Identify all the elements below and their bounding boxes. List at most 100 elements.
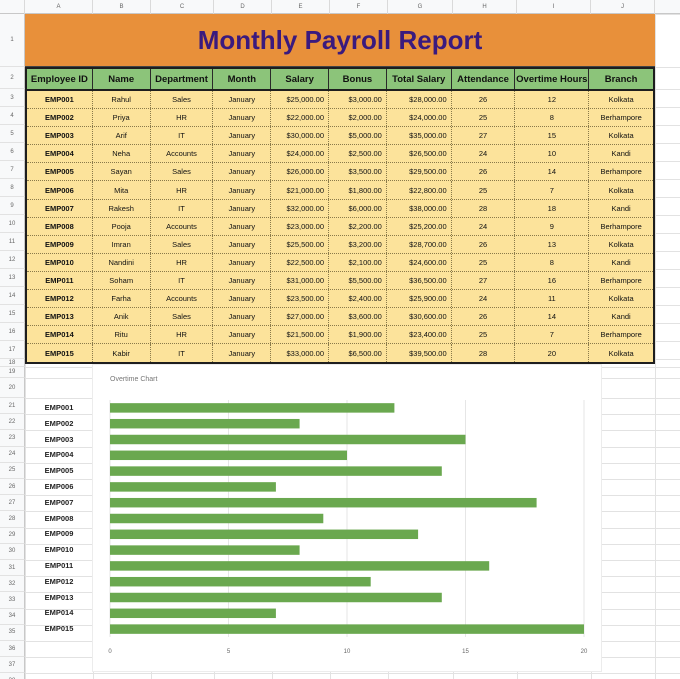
cell-total-salary[interactable]: $29,500.00 bbox=[387, 163, 452, 181]
cell-department[interactable]: IT bbox=[151, 127, 214, 145]
cell-department[interactable]: Sales bbox=[151, 308, 214, 326]
row-header-3[interactable]: 3 bbox=[0, 89, 25, 107]
cell-salary[interactable]: $33,000.00 bbox=[271, 344, 330, 363]
cell-bonus[interactable]: $3,600.00 bbox=[329, 308, 387, 326]
row-header-14[interactable]: 14 bbox=[0, 287, 25, 305]
cell-attendance[interactable]: 28 bbox=[452, 199, 516, 217]
cell-employee-id[interactable]: EMP001 bbox=[27, 91, 93, 109]
row-header-31[interactable]: 31 bbox=[0, 560, 25, 577]
row-header-28[interactable]: 28 bbox=[0, 511, 25, 528]
cell-bonus[interactable]: $1,900.00 bbox=[329, 326, 387, 344]
cell-employee-id[interactable]: EMP007 bbox=[27, 199, 93, 217]
bar-emp008[interactable] bbox=[110, 513, 324, 524]
cell-bonus[interactable]: $5,000.00 bbox=[329, 127, 387, 145]
cell-total-salary[interactable]: $23,400.00 bbox=[387, 326, 452, 344]
column-header-j[interactable]: J bbox=[591, 0, 655, 14]
cell-salary[interactable]: $25,000.00 bbox=[271, 91, 330, 109]
cell-name[interactable]: Rahul bbox=[93, 91, 151, 109]
cell-branch[interactable]: Kandi bbox=[611, 312, 631, 322]
header-cell-name[interactable]: Name bbox=[93, 69, 151, 89]
cell-overtime-hours[interactable]: 13 bbox=[515, 235, 590, 253]
bar-emp004[interactable] bbox=[110, 450, 347, 461]
column-header-d[interactable]: D bbox=[214, 0, 272, 14]
row-header-36[interactable]: 36 bbox=[0, 641, 25, 658]
cell-department[interactable]: IT bbox=[151, 344, 214, 363]
row-header-19[interactable]: 19 bbox=[0, 367, 25, 378]
cell-month[interactable]: January bbox=[213, 290, 272, 308]
row-header-15[interactable]: 15 bbox=[0, 305, 25, 323]
category-label-emp012[interactable]: EMP012 bbox=[44, 576, 74, 586]
cell-bonus[interactable]: $2,400.00 bbox=[329, 290, 387, 308]
cell-total-salary[interactable]: $26,500.00 bbox=[387, 145, 452, 163]
cell-salary[interactable]: $22,500.00 bbox=[271, 253, 330, 271]
cell-bonus[interactable]: $6,500.00 bbox=[329, 344, 387, 363]
cell-employee-id[interactable]: EMP005 bbox=[27, 163, 93, 181]
cell-branch[interactable]: Kandi bbox=[611, 203, 631, 213]
cell-total-salary[interactable]: $35,000.00 bbox=[387, 127, 452, 145]
row-header-37[interactable]: 37 bbox=[0, 657, 25, 674]
category-label-emp014[interactable]: EMP014 bbox=[44, 608, 74, 618]
cell-attendance[interactable]: 27 bbox=[452, 271, 516, 290]
cell-employee-id[interactable]: EMP006 bbox=[27, 181, 93, 199]
cell-name[interactable]: Farha bbox=[93, 290, 151, 308]
category-label-emp010[interactable]: EMP010 bbox=[44, 545, 74, 555]
cell-employee-id[interactable]: EMP015 bbox=[27, 344, 93, 363]
cell-salary[interactable]: $30,000.00 bbox=[271, 127, 330, 145]
bar-emp006[interactable] bbox=[110, 482, 276, 492]
bar-emp003[interactable] bbox=[110, 434, 466, 445]
row-header-32[interactable]: 32 bbox=[0, 576, 25, 593]
cell-department[interactable]: HR bbox=[151, 109, 214, 127]
row-header-34[interactable]: 34 bbox=[0, 608, 25, 625]
cell-month[interactable]: January bbox=[213, 271, 272, 290]
row-header-18[interactable]: 18 bbox=[0, 359, 25, 367]
column-header-h[interactable]: H bbox=[453, 0, 517, 14]
cell-attendance[interactable]: 27 bbox=[452, 127, 516, 145]
cell-salary[interactable]: $26,000.00 bbox=[271, 163, 330, 181]
cell-overtime-hours[interactable]: 12 bbox=[515, 91, 590, 109]
row-header-38[interactable]: 38 bbox=[0, 673, 25, 679]
cell-month[interactable]: January bbox=[213, 127, 272, 145]
cell-month[interactable]: January bbox=[213, 253, 272, 271]
cell-employee-id[interactable]: EMP004 bbox=[27, 145, 93, 163]
row-header-2[interactable]: 2 bbox=[0, 67, 25, 89]
cell-attendance[interactable]: 25 bbox=[452, 109, 516, 127]
cell-month[interactable]: January bbox=[213, 199, 272, 217]
cell-branch[interactable]: Berhampore bbox=[600, 275, 642, 285]
cell-department[interactable]: HR bbox=[151, 253, 214, 271]
cell-total-salary[interactable]: $28,000.00 bbox=[387, 91, 452, 109]
cell-branch[interactable]: Berhampore bbox=[600, 221, 642, 231]
cell-bonus[interactable]: $3,500.00 bbox=[329, 163, 387, 181]
row-header-9[interactable]: 9 bbox=[0, 197, 25, 215]
category-label-emp013[interactable]: EMP013 bbox=[44, 592, 74, 602]
cell-salary[interactable]: $32,000.00 bbox=[271, 199, 330, 217]
category-label-emp004[interactable]: EMP004 bbox=[44, 450, 74, 460]
cell-salary[interactable]: $25,500.00 bbox=[271, 235, 330, 253]
cell-overtime-hours[interactable]: 7 bbox=[515, 181, 590, 199]
row-header-26[interactable]: 26 bbox=[0, 479, 25, 496]
header-cell-total-salary[interactable]: Total Salary bbox=[387, 69, 452, 89]
cell-salary[interactable]: $21,000.00 bbox=[271, 181, 330, 199]
row-header-25[interactable]: 25 bbox=[0, 462, 25, 479]
cell-salary[interactable]: $27,000.00 bbox=[271, 308, 330, 326]
header-cell-employee-id[interactable]: Employee ID bbox=[27, 69, 93, 89]
cell-salary[interactable]: $24,000.00 bbox=[271, 145, 330, 163]
header-cell-branch[interactable]: Branch bbox=[604, 73, 638, 85]
cell-overtime-hours[interactable]: 8 bbox=[515, 253, 590, 271]
cell-month[interactable]: January bbox=[213, 181, 272, 199]
header-cell-department[interactable]: Department bbox=[151, 69, 214, 89]
category-label-emp015[interactable]: EMP015 bbox=[44, 624, 74, 634]
overtime-chart[interactable]: Overtime Chart 0 5 10 15 20 bbox=[93, 365, 601, 671]
cell-branch[interactable]: Kolkata bbox=[608, 95, 634, 105]
cell-salary[interactable]: $21,500.00 bbox=[271, 326, 330, 344]
cell-name[interactable]: Kabir bbox=[93, 344, 151, 363]
bar-emp012[interactable] bbox=[110, 576, 371, 587]
cell-branch[interactable]: Kolkata bbox=[608, 239, 634, 249]
select-all-corner[interactable] bbox=[0, 0, 25, 14]
bar-emp009[interactable] bbox=[110, 529, 419, 540]
row-header-12[interactable]: 12 bbox=[0, 251, 25, 269]
cell-total-salary[interactable]: $36,500.00 bbox=[387, 271, 452, 290]
cell-department[interactable]: Sales bbox=[151, 163, 214, 181]
cell-name[interactable]: Anik bbox=[93, 308, 151, 326]
header-cell-salary[interactable]: Salary bbox=[271, 69, 330, 89]
cell-bonus[interactable]: $3,200.00 bbox=[329, 235, 387, 253]
